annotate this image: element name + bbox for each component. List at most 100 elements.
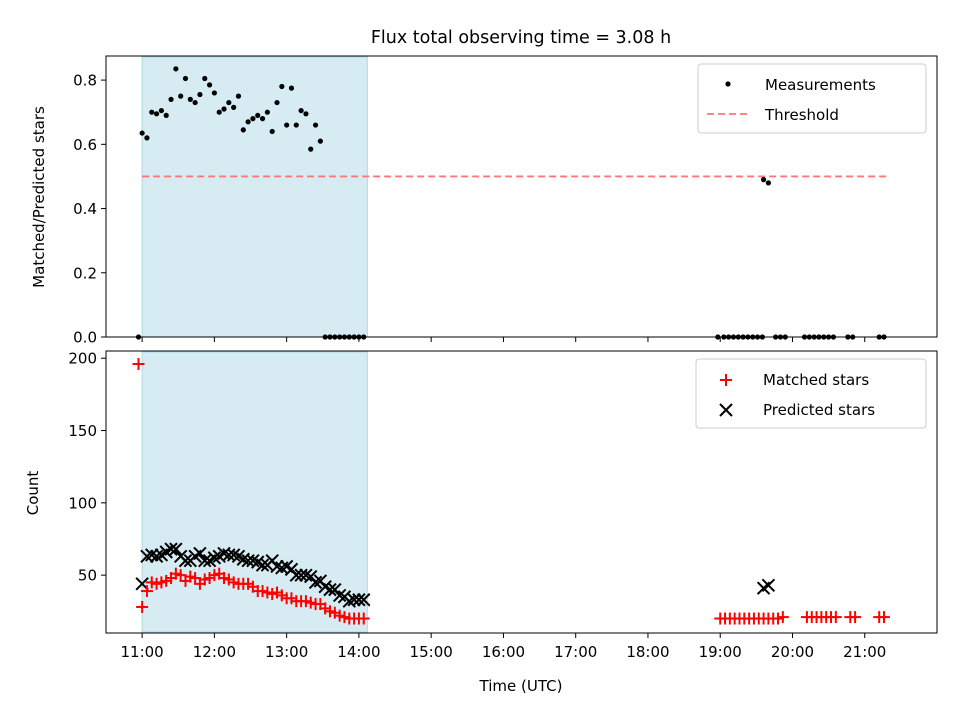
predicted-point: [149, 549, 164, 564]
matched-point: [132, 358, 145, 371]
matched-point: [140, 585, 153, 598]
predicted-point: [347, 593, 361, 607]
measurement-point: [264, 109, 270, 115]
bottom-y-axis-label: Count: [24, 471, 42, 516]
measurement-point: [279, 83, 285, 90]
predicted-points: [135, 542, 776, 608]
predicted-point: [299, 568, 313, 582]
y-tick-label: 0.4: [73, 200, 97, 218]
measurement-point: [312, 122, 319, 128]
measurement-point: [168, 96, 174, 102]
legend-marker-matched: [720, 374, 732, 386]
matched-point: [776, 611, 789, 624]
y-tick-label: 100: [68, 494, 97, 512]
predicted-point: [193, 546, 207, 561]
bottom-legend: Matched stars Predicted stars: [695, 358, 927, 429]
predicted-point: [308, 575, 323, 590]
x-tick-label: 13:00: [265, 643, 308, 661]
predicted-point: [270, 559, 284, 574]
measurement-point: [317, 138, 323, 144]
y-tick-label: 150: [68, 422, 97, 440]
measurement-point: [235, 93, 242, 99]
bottom-x-axis: 11:00 12:00 13:00 14:00 15:00 16:00 17:00 18:00…: [121, 633, 886, 661]
measurement-point: [284, 122, 290, 128]
x-tick-label: 14:00: [337, 643, 380, 661]
matched-points: [132, 358, 891, 625]
measurement-point: [173, 66, 179, 72]
measurement-point: [250, 116, 256, 122]
bottom-y-axis: 50 100 150 200: [68, 350, 106, 585]
legend-marker-measurements: [725, 81, 731, 87]
matched-point: [849, 611, 862, 624]
measurement-point: [178, 93, 184, 99]
x-tick-label: 16:00: [482, 643, 525, 661]
predicted-point: [198, 553, 212, 568]
predicted-point: [289, 568, 303, 582]
predicted-point: [164, 542, 178, 556]
measurement-point: [202, 75, 208, 82]
measurement-point: [255, 112, 261, 119]
measurement-point: [765, 180, 771, 186]
predicted-point: [178, 553, 193, 568]
measurement-point: [274, 99, 280, 106]
predicted-point: [246, 553, 260, 568]
predicted-point: [357, 593, 371, 607]
bottom-panel: 50 100 150 200 11:00 12:00 13:00 14:00 15:00 16:…: [24, 350, 938, 695]
predicted-point: [140, 549, 154, 564]
top-axes-frame: [105, 55, 938, 338]
measurement-point: [163, 112, 169, 119]
bottom-legend-box: [695, 358, 927, 429]
measurement-point: [303, 111, 309, 117]
x-tick-label: 20:00: [771, 643, 814, 661]
predicted-point: [145, 548, 159, 562]
predicted-point: [332, 588, 347, 603]
matched-point: [357, 612, 370, 625]
predicted-point: [761, 578, 776, 592]
x-tick-label: 21:00: [843, 643, 886, 661]
measurement-point: [187, 96, 193, 102]
legend-label-predicted: Predicted stars: [763, 401, 875, 419]
measurement-point: [269, 128, 275, 135]
top-span: [141, 56, 368, 338]
top-x-ticks: [141, 337, 866, 342]
measurement-point: [288, 85, 295, 91]
y-tick-label: 200: [68, 350, 97, 368]
legend-label-threshold: Threshold: [764, 106, 839, 124]
measurement-point: [293, 122, 299, 128]
measurement-point: [192, 99, 198, 106]
measurement-point: [197, 91, 203, 98]
predicted-point: [323, 582, 337, 597]
measurement-point: [149, 109, 155, 115]
measurement-point: [182, 75, 189, 82]
predicted-point: [352, 593, 366, 607]
measurement-point: [216, 109, 222, 115]
measurement-point: [158, 107, 164, 114]
y-tick-label: 0.6: [73, 136, 97, 154]
y-tick-label: 0.8: [73, 72, 97, 90]
top-y-axis: 0.0 0.2 0.4 0.6 0.8: [73, 72, 106, 347]
measurement-point: [240, 127, 246, 133]
measurement-point: [144, 135, 150, 141]
measurement-point: [231, 104, 237, 110]
x-tick-label: 17:00: [554, 643, 597, 661]
top-legend: Measurements Threshold: [697, 63, 927, 134]
matched-point: [136, 600, 149, 613]
x-tick-label: 18:00: [626, 643, 669, 661]
measurement-point: [206, 82, 213, 88]
predicted-point: [226, 548, 241, 562]
x-tick-label: 19:00: [699, 643, 742, 661]
legend-marker-predicted: [719, 403, 733, 417]
predicted-point: [169, 542, 183, 556]
predicted-point: [207, 551, 222, 565]
legend-label-measurements: Measurements: [765, 76, 876, 94]
measurement-point: [221, 106, 227, 112]
measurement-point: [211, 90, 217, 96]
y-tick-label: 0.0: [73, 329, 97, 347]
measurement-point: [760, 177, 767, 183]
predicted-point: [255, 558, 270, 572]
top-panel: 0.00.20.40.60.8 Matched/Predicted stars …: [30, 55, 938, 347]
bottom-axes-frame: [105, 350, 938, 634]
y-tick-label: 50: [78, 567, 97, 585]
measurement-point: [226, 99, 232, 106]
